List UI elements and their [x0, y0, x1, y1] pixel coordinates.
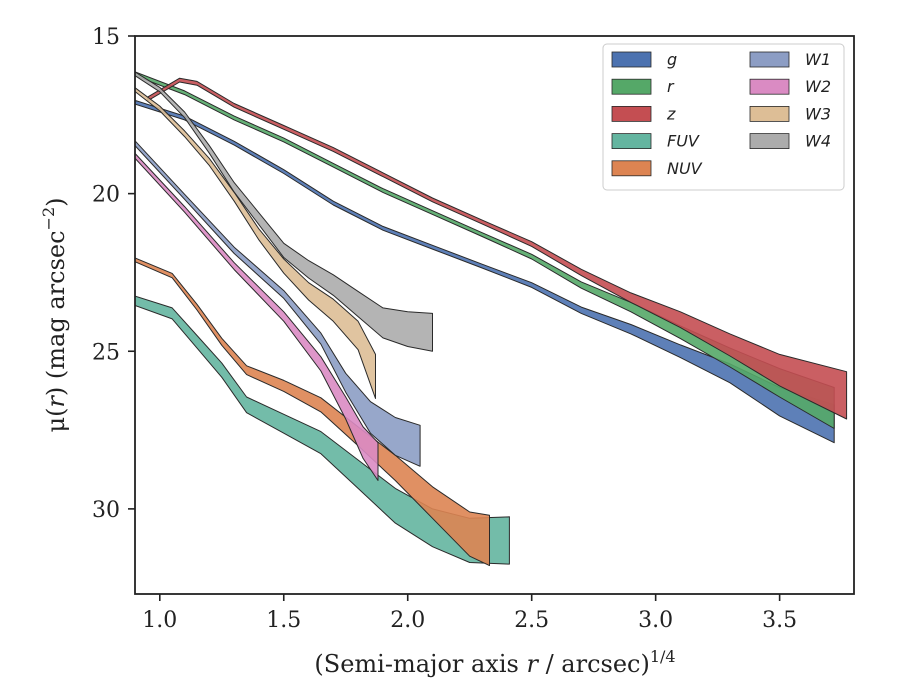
plot-area — [135, 71, 848, 567]
legend-item-w4: W4 — [749, 132, 831, 151]
band-w2 — [135, 152, 379, 481]
x-tick-label: 2.5 — [514, 608, 549, 633]
x-axis: 1.0 1.5 2.0 2.5 3.0 3.5 — [142, 594, 797, 633]
legend-swatch — [611, 133, 652, 150]
band-nuv — [135, 257, 490, 567]
x-axis-title: (Semi-major axis r / arcsec)1/4 — [314, 647, 675, 678]
legend-swatch — [749, 133, 790, 150]
legend-label: g — [667, 50, 677, 69]
x-tick-label: 2.0 — [390, 608, 425, 633]
legend-item-fuv: FUV — [611, 132, 700, 151]
legend-label: W4 — [805, 132, 831, 151]
band-w3 — [135, 87, 376, 399]
y-tick-label: 20 — [92, 183, 120, 208]
x-tick-label: 3.0 — [638, 608, 673, 633]
plot-frame — [134, 35, 855, 595]
legend-label: r — [667, 77, 675, 96]
legend-item-g: g — [611, 50, 677, 69]
legend-label: FUV — [667, 132, 700, 151]
legend-label: NUV — [667, 159, 703, 178]
x-tick-label: 3.5 — [762, 608, 797, 633]
y-axis-title: μ(r) (mag arcsec−2) — [39, 197, 70, 432]
band-g — [135, 99, 835, 444]
band-z — [146, 77, 848, 420]
legend-swatch — [749, 106, 790, 122]
legend-item-w3: W3 — [749, 104, 831, 123]
legend-swatch — [749, 51, 790, 68]
legend-item-z: z — [611, 104, 676, 123]
legend: grz FUV NUV W1 W2 W3 W4 — [602, 43, 845, 191]
legend-label: W1 — [805, 50, 831, 69]
x-tick-label: 1.0 — [142, 608, 177, 633]
y-tick-label: 30 — [92, 498, 120, 523]
legend-label: z — [666, 104, 676, 123]
legend-swatch — [611, 160, 652, 177]
y-axis: 15 20 25 30 — [92, 25, 135, 523]
legend-swatch — [611, 51, 652, 68]
legend-swatch — [749, 78, 790, 95]
legend-label: W2 — [805, 77, 831, 96]
legend-swatch — [611, 106, 652, 122]
legend-item-nuv: NUV — [611, 159, 703, 178]
legend-item-w1: W1 — [749, 50, 831, 69]
legend-item-r: r — [611, 77, 675, 96]
band-r — [135, 71, 835, 429]
legend-label: W3 — [805, 104, 831, 123]
y-tick-label: 25 — [92, 340, 120, 365]
band-w1 — [135, 140, 421, 467]
x-tick-label: 1.5 — [266, 608, 301, 633]
legend-swatch — [611, 78, 652, 95]
legend-item-w2: W2 — [749, 77, 831, 96]
band-w4 — [135, 71, 433, 352]
y-tick-label: 15 — [92, 25, 120, 50]
